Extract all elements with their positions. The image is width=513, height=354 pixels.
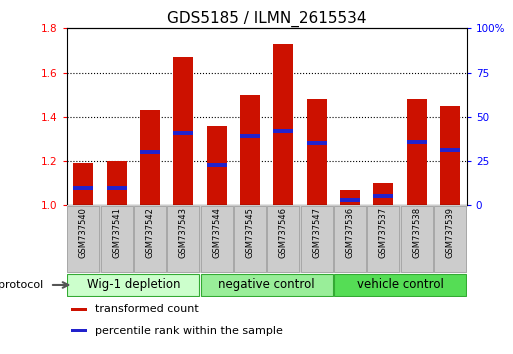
Bar — [173, 57, 193, 205]
Text: GSM737537: GSM737537 — [379, 207, 388, 258]
Text: negative control: negative control — [219, 279, 315, 291]
Text: GSM737545: GSM737545 — [246, 207, 254, 258]
Text: percentile rank within the sample: percentile rank within the sample — [95, 326, 283, 336]
Bar — [67, 274, 200, 296]
Text: GSM737540: GSM737540 — [79, 207, 88, 258]
Bar — [201, 206, 233, 272]
Bar — [340, 198, 360, 202]
Bar — [373, 194, 393, 199]
Bar — [140, 110, 160, 205]
Bar — [101, 206, 133, 272]
Bar — [73, 185, 93, 190]
Bar — [207, 126, 227, 205]
Text: GSM737546: GSM737546 — [279, 207, 288, 258]
Bar — [107, 161, 127, 205]
Bar — [71, 308, 87, 311]
Bar — [267, 206, 300, 272]
Bar — [340, 190, 360, 205]
Text: GSM737547: GSM737547 — [312, 207, 321, 258]
Text: GSM737539: GSM737539 — [446, 207, 455, 258]
Bar — [240, 95, 260, 205]
Bar — [407, 99, 427, 205]
Bar — [401, 206, 433, 272]
Bar — [307, 141, 327, 145]
Bar — [167, 206, 200, 272]
Text: vehicle control: vehicle control — [357, 279, 444, 291]
Bar — [201, 274, 333, 296]
Bar — [234, 206, 266, 272]
Text: GSM737538: GSM737538 — [412, 207, 421, 258]
Bar — [140, 150, 160, 154]
Bar — [273, 129, 293, 133]
Bar — [334, 206, 366, 272]
Bar — [273, 44, 293, 205]
Bar — [240, 134, 260, 138]
Bar — [434, 206, 466, 272]
Bar — [301, 206, 333, 272]
Bar — [307, 99, 327, 205]
Bar — [73, 163, 93, 205]
Bar — [173, 131, 193, 135]
Text: transformed count: transformed count — [95, 304, 199, 314]
Bar — [134, 206, 166, 272]
Text: GSM737541: GSM737541 — [112, 207, 121, 258]
Text: protocol: protocol — [0, 280, 43, 290]
Text: GSM737536: GSM737536 — [346, 207, 354, 258]
Bar — [107, 185, 127, 190]
Bar — [373, 183, 393, 205]
Text: Wig-1 depletion: Wig-1 depletion — [87, 279, 180, 291]
Bar — [207, 162, 227, 167]
Bar — [367, 206, 400, 272]
Bar — [71, 329, 87, 332]
Bar — [67, 206, 100, 272]
Bar — [334, 274, 466, 296]
Text: GSM737543: GSM737543 — [179, 207, 188, 258]
Bar — [440, 148, 460, 153]
Bar — [407, 139, 427, 144]
Text: GSM737544: GSM737544 — [212, 207, 221, 258]
Bar — [440, 106, 460, 205]
Title: GDS5185 / ILMN_2615534: GDS5185 / ILMN_2615534 — [167, 11, 366, 27]
Text: GSM737542: GSM737542 — [146, 207, 154, 258]
